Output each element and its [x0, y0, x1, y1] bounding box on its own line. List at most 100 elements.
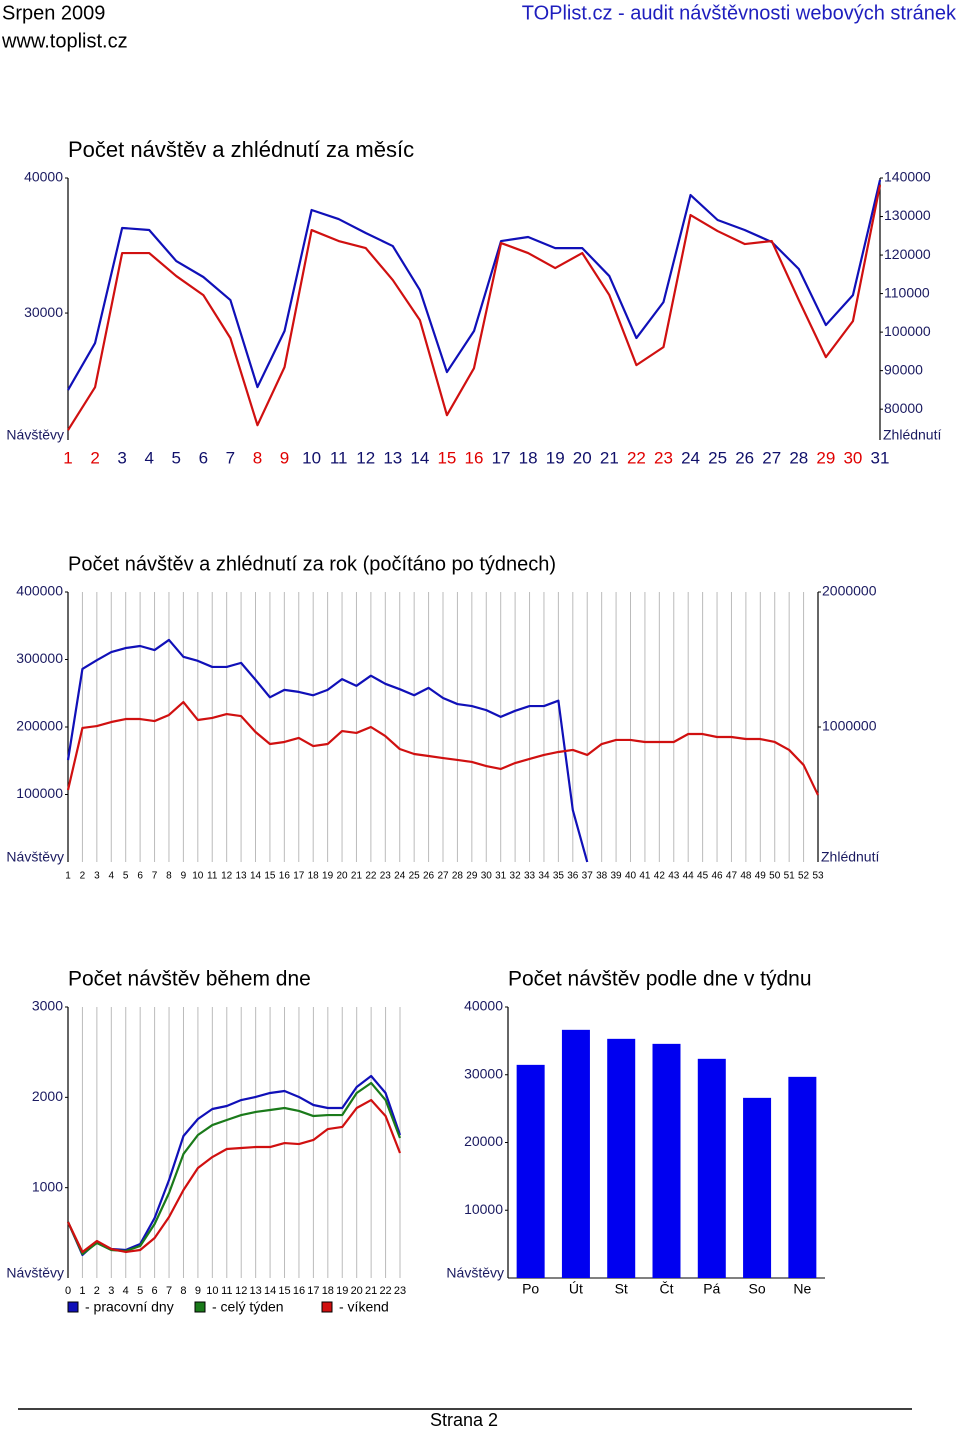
y-axis-label: Návštěvy: [6, 849, 64, 865]
page-number: Strana 2: [430, 1410, 498, 1430]
y2-tick-label: 80000: [884, 400, 923, 416]
y2-tick-label: 110000: [884, 284, 930, 300]
x-tick-label: 23: [654, 448, 673, 467]
legend-swatch: [194, 1301, 206, 1313]
x-tick-label: 45: [697, 871, 709, 882]
x-tick-label: 3: [117, 448, 126, 467]
x-tick-label: 9: [181, 871, 187, 882]
x-tick-label: 12: [221, 871, 233, 882]
x-tick-label: 20: [351, 1285, 363, 1297]
y2-tick-label: 100000: [884, 323, 931, 339]
x-tick-label: 39: [611, 871, 623, 882]
x-tick-label: 5: [172, 448, 181, 467]
x-tick-label: 17: [307, 1285, 319, 1297]
report-title: TOPlist.cz - audit návštěvnosti webových…: [522, 2, 957, 24]
y-tick-label: 2000: [32, 1088, 63, 1104]
x-tick-label: 16: [293, 1285, 305, 1297]
chart-title: Počet návštěv během dne: [68, 968, 311, 991]
x-tick-label: 53: [812, 871, 824, 882]
x-tick-label: 46: [711, 871, 723, 882]
legend-label: - celý týden: [212, 1299, 284, 1315]
x-tick-label: 7: [226, 448, 235, 467]
bar: [697, 1058, 726, 1278]
x-tick-label: 24: [681, 448, 700, 467]
chart-title: Počet návštěv a zhlédnutí za měsíc: [68, 137, 414, 162]
x-tick-label: 6: [137, 871, 143, 882]
bar: [743, 1097, 772, 1278]
x-tick-label: 43: [668, 871, 680, 882]
x-tick-label: 9: [195, 1285, 201, 1297]
x-tick-label: Út: [569, 1281, 583, 1297]
x-tick-label: Po: [522, 1281, 539, 1297]
y-tick-label: 300000: [16, 650, 63, 666]
series-line: [67, 184, 882, 431]
x-tick-label: 12: [356, 448, 375, 467]
x-tick-label: 28: [452, 871, 464, 882]
x-tick-label: 27: [437, 871, 449, 882]
series-line: [66, 700, 819, 796]
y-axis-label: Návštěvy: [446, 1265, 504, 1281]
x-tick-label: 36: [567, 871, 579, 882]
x-tick-label: 0: [65, 1285, 71, 1297]
bar: [652, 1043, 681, 1278]
chart-title: Počet návštěv a zhlédnutí za rok (počítá…: [68, 553, 556, 575]
y2-tick-label: 120000: [884, 246, 931, 262]
x-tick-label: 2: [80, 871, 86, 882]
x-tick-label: 21: [351, 871, 363, 882]
x-tick-label: 5: [137, 1285, 143, 1297]
x-tick-label: 47: [726, 871, 738, 882]
x-tick-label: 20: [573, 448, 592, 467]
y2-tick-label: 130000: [884, 207, 931, 223]
x-tick-label: 14: [410, 448, 429, 467]
chart-title: Počet návštěv podle dne v týdnu: [508, 968, 812, 991]
x-tick-label: 4: [144, 448, 153, 467]
x-tick-label: 33: [524, 871, 536, 882]
bar: [516, 1064, 545, 1278]
x-tick-label: 18: [308, 871, 320, 882]
x-tick-label: 8: [166, 871, 172, 882]
series-line: [67, 179, 882, 391]
x-tick-label: 41: [639, 871, 651, 882]
site-url: www.toplist.cz: [1, 30, 128, 52]
x-tick-label: 26: [423, 871, 435, 882]
x-tick-label: 15: [278, 1285, 290, 1297]
y-tick-label: 40000: [24, 169, 63, 185]
x-tick-label: 24: [394, 871, 406, 882]
bar: [561, 1029, 590, 1278]
x-tick-label: 15: [437, 448, 456, 467]
x-tick-label: 3: [108, 1285, 114, 1297]
y2-axis-label: Zhlédnutí: [821, 849, 879, 865]
x-tick-label: 4: [123, 1285, 129, 1297]
x-tick-label: 34: [538, 871, 550, 882]
x-tick-label: 4: [108, 871, 114, 882]
y-tick-label: 3000: [32, 998, 63, 1014]
x-tick-label: 11: [221, 1285, 232, 1297]
x-tick-label: 38: [596, 871, 608, 882]
x-tick-label: 29: [816, 448, 835, 467]
x-tick-label: Ne: [793, 1281, 811, 1297]
x-tick-label: 26: [735, 448, 754, 467]
x-tick-label: 30: [481, 871, 493, 882]
x-tick-label: 5: [123, 871, 129, 882]
x-tick-label: 22: [365, 871, 377, 882]
legend-swatch: [321, 1301, 333, 1313]
x-tick-label: 1: [65, 871, 71, 882]
x-tick-label: 23: [380, 871, 392, 882]
x-tick-label: 44: [683, 871, 695, 882]
x-tick-label: 16: [465, 448, 484, 467]
x-tick-label: 22: [627, 448, 646, 467]
x-tick-label: 1: [79, 1285, 85, 1297]
x-tick-label: 10: [192, 871, 204, 882]
y2-tick-label: 140000: [884, 169, 931, 185]
x-tick-label: 6: [199, 448, 208, 467]
y-tick-label: 40000: [464, 998, 503, 1014]
x-tick-label: 19: [546, 448, 565, 467]
x-tick-label: 19: [322, 871, 334, 882]
x-tick-label: 27: [762, 448, 781, 467]
x-tick-label: 18: [322, 1285, 334, 1297]
x-tick-label: 7: [166, 1285, 172, 1297]
y-tick-label: 400000: [16, 583, 63, 599]
x-tick-label: 14: [250, 871, 262, 882]
x-tick-label: 31: [495, 871, 507, 882]
